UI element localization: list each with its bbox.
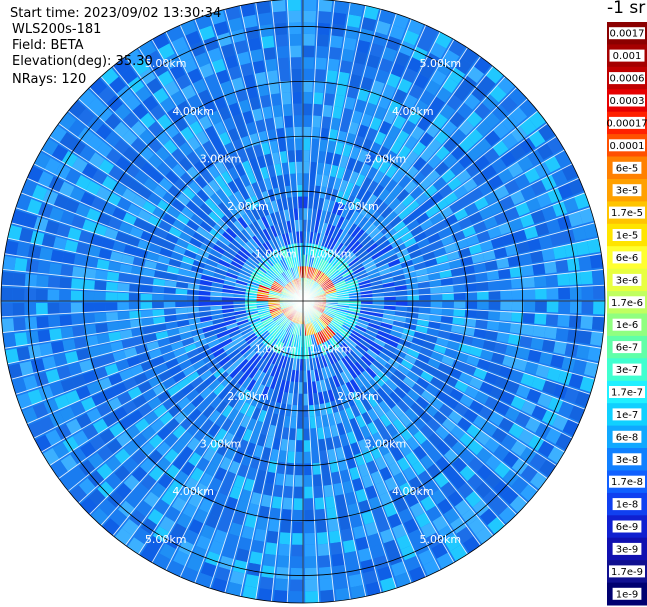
ring-label: 3.00km xyxy=(200,152,242,165)
ring-label: 1.00km xyxy=(255,247,297,260)
colorbar-label: 1e-7 xyxy=(616,410,639,421)
colorbar-label: 1.7e-7 xyxy=(611,388,643,399)
instrument-text: WLS200s-181 xyxy=(12,22,102,37)
backscatter-field xyxy=(1,0,605,603)
ring-label: 4.00km xyxy=(172,485,214,498)
colorbar-label: 0.0006 xyxy=(610,74,645,85)
colorbar-label: 6e-7 xyxy=(616,343,639,354)
colorbar-label: 1.7e-8 xyxy=(611,477,643,488)
colorbar-label: 1e-6 xyxy=(616,320,639,331)
ring-label: 1.00km xyxy=(310,247,352,260)
colorbar-label: 6e-5 xyxy=(616,163,639,174)
field-text: Field: BETA xyxy=(12,38,84,53)
colorbar-unit-title: -1 sr xyxy=(607,0,646,18)
colorbar: 0.0017 0.001 0.0006 0.0003 0.00017 0.0001 6e-5… xyxy=(606,22,647,606)
ring-label: 4.00km xyxy=(392,105,434,118)
colorbar-label: 3e-8 xyxy=(616,455,639,466)
colorbar-label: 6e-6 xyxy=(616,253,639,264)
range-rings xyxy=(0,0,606,604)
elevation-text: Elevation(deg): 35.30 xyxy=(12,54,153,69)
ring-label: 2.00km xyxy=(337,390,379,403)
colorbar-label: 3e-7 xyxy=(616,365,639,376)
ring-label: 5.00km xyxy=(145,533,187,546)
colorbar-label: 3e-9 xyxy=(616,544,639,555)
ring-label: 3.00km xyxy=(365,438,407,451)
range-ring-labels: 1.00km 1.00km 1.00km 1.00km 2.00km 2.00km 2.00… xyxy=(145,57,461,546)
ring-label: 4.00km xyxy=(172,105,214,118)
ring-label: 2.00km xyxy=(227,390,269,403)
colorbar-label: 6e-9 xyxy=(616,522,639,533)
colorbar-label: 1.7e-5 xyxy=(611,208,643,219)
colorbar-label: 1.7e-6 xyxy=(611,298,643,309)
ring-label: 4.00km xyxy=(392,485,434,498)
colorbar-label: 0.0003 xyxy=(610,96,645,107)
colorbar-label: 6e-8 xyxy=(616,432,639,443)
ring-label: 1.00km xyxy=(310,343,352,356)
start-time-text: Start time: 2023/09/02 13:30:34 xyxy=(10,6,222,21)
ring-label: 5.00km xyxy=(420,533,462,546)
colorbar-label: 3e-6 xyxy=(616,275,639,286)
colorbar-label: 0.00017 xyxy=(606,118,647,129)
nrays-text: NRays: 120 xyxy=(12,72,87,87)
colorbar-label: 1e-5 xyxy=(616,231,639,242)
ring-label: 2.00km xyxy=(227,200,269,213)
colorbar-label: 1e-8 xyxy=(616,500,639,511)
ring-label: 2.00km xyxy=(337,200,379,213)
ring-label: 5.00km xyxy=(145,57,187,70)
colorbar-label: 0.0001 xyxy=(610,141,645,152)
colorbar-label: 0.001 xyxy=(613,51,642,62)
colorbar-label: 1.7e-9 xyxy=(611,567,643,578)
colorbar-label: 3e-5 xyxy=(616,186,639,197)
ring-label: 5.00km xyxy=(420,57,462,70)
ring-label: 1.00km xyxy=(255,343,297,356)
colorbar-label: 1e-9 xyxy=(616,589,639,600)
ring-label: 3.00km xyxy=(365,152,407,165)
ring-label: 3.00km xyxy=(200,438,242,451)
colorbar-label: 0.0017 xyxy=(610,29,645,40)
